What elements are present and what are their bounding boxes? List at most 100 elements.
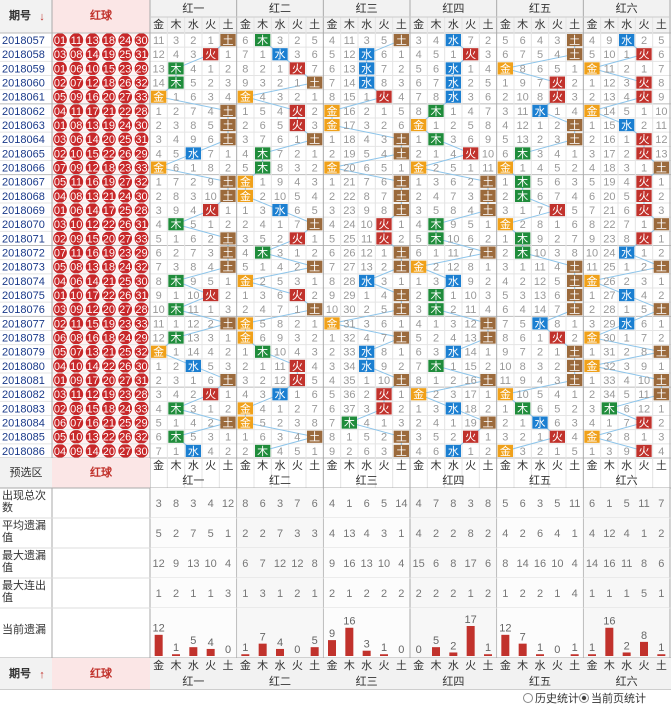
miss-count: 10 (187, 290, 199, 302)
miss-count: 11 (153, 318, 164, 330)
element-hit (393, 289, 409, 302)
miss-count: 6 (416, 247, 422, 259)
miss-count: 5 (416, 63, 422, 75)
element-hit (567, 374, 583, 387)
miss-count: 7 (537, 77, 543, 89)
ball-number: 07 (54, 247, 66, 259)
stats-bg (410, 548, 497, 578)
miss-count: 1 (398, 276, 404, 288)
miss-count: 1 (641, 219, 647, 231)
ball-number: 02 (54, 233, 66, 245)
element-hit (567, 274, 583, 287)
element-name: 水 (275, 18, 286, 31)
miss-count: 8 (641, 347, 647, 359)
current-miss-value: 1 (173, 642, 179, 654)
miss-count: 4 (416, 446, 422, 458)
miss-count: 9 (468, 276, 474, 288)
element-hit (636, 133, 652, 146)
miss-count: 1 (156, 106, 162, 118)
ball-number: 32 (135, 432, 147, 444)
miss-count: 6 (468, 134, 474, 146)
miss-count: 11 (361, 233, 372, 245)
stats-value: 4 (589, 528, 595, 540)
ball-number: 02 (54, 77, 66, 89)
miss-count: 2 (173, 106, 179, 118)
ball-number: 27 (119, 92, 131, 104)
miss-count: 1 (624, 262, 630, 274)
stats-value: 16 (534, 558, 546, 570)
miss-count: 8 (329, 276, 335, 288)
ball-number: 33 (135, 162, 147, 174)
miss-count: 9 (658, 92, 664, 104)
stats-value: 17 (465, 558, 477, 570)
element-hit-label: 水 (361, 48, 372, 61)
stats-label-box: 平均遗漏值 (2, 520, 46, 544)
ball-number: 11 (71, 247, 82, 259)
miss-count: 33 (603, 375, 615, 387)
element-hit (480, 189, 496, 202)
period: 2018065 (2, 148, 45, 160)
miss-count: 2 (329, 191, 335, 203)
miss-count: 1 (433, 318, 439, 330)
miss-count: 5 (156, 233, 162, 245)
miss-count: 6 (329, 63, 335, 75)
miss-count: 3 (381, 276, 387, 288)
miss-count: 4 (242, 389, 248, 401)
miss-count: 3 (364, 403, 370, 415)
element-hit (515, 175, 531, 188)
miss-count: 2 (277, 233, 283, 245)
miss-count: 5 (312, 35, 318, 47)
stats-value: 3 (312, 528, 318, 540)
current-miss-value: 0 (554, 644, 560, 656)
stats-value: 4 (398, 558, 404, 570)
stats-value: 7 (260, 558, 266, 570)
stats-value: 10 (205, 558, 217, 570)
miss-count: 7 (190, 106, 196, 118)
miss-count: 4 (260, 219, 266, 231)
miss-count: 8 (537, 92, 543, 104)
miss-count: 4 (433, 417, 439, 429)
stats-value: 2 (381, 588, 387, 600)
element-hit (393, 133, 409, 146)
miss-count: 5 (381, 35, 387, 47)
miss-count: 22 (343, 191, 355, 203)
stats-value: 2 (173, 588, 179, 600)
miss-count: 7 (450, 191, 456, 203)
element-hit-label: 火 (205, 49, 216, 61)
period-header: 期号 (9, 8, 31, 22)
element-hit-label: 土 (223, 232, 234, 245)
miss-count: 3 (416, 432, 422, 444)
stats-value: 5 (502, 498, 508, 510)
miss-count: 2 (624, 148, 630, 160)
miss-count: 3 (225, 77, 231, 89)
stats-value: 1 (658, 588, 664, 600)
element-hit (497, 444, 513, 457)
ball-number: 26 (119, 361, 131, 373)
miss-count: 5 (190, 432, 196, 444)
miss-count: 10 (655, 106, 667, 118)
miss-count: 4 (156, 403, 162, 415)
element-name: 水 (188, 459, 199, 472)
miss-count: 12 (603, 77, 615, 89)
miss-count: 2 (208, 417, 214, 429)
miss-count: 7 (242, 49, 248, 61)
radio[interactable] (523, 693, 533, 703)
miss-count: 5 (277, 120, 283, 132)
ball-number: 06 (54, 332, 66, 344)
miss-count: 2 (416, 148, 422, 160)
stats-value: 8 (450, 498, 456, 510)
miss-count: 3 (173, 375, 179, 387)
element-hit-label: 土 (483, 246, 494, 259)
element-name: 水 (448, 659, 459, 672)
element-hit (515, 232, 531, 245)
element-hit-label: 土 (483, 331, 494, 344)
miss-count: 3 (260, 77, 266, 89)
miss-count: 8 (520, 361, 526, 373)
miss-count: 10 (638, 375, 650, 387)
element-hit-label: 火 (639, 233, 650, 245)
stats-value: 14 (517, 558, 529, 570)
miss-count: 4 (624, 92, 630, 104)
element-hit-label: 木 (257, 34, 268, 47)
stats-bg (150, 578, 237, 608)
miss-count: 2 (572, 403, 578, 415)
